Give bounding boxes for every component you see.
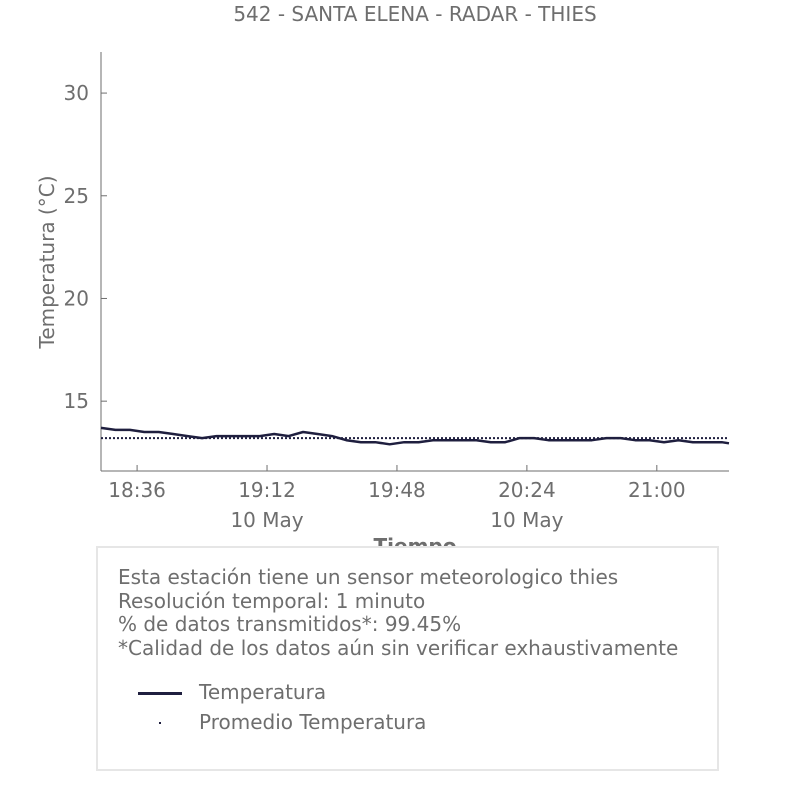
legend-label: Promedio Temperatura bbox=[199, 710, 427, 734]
info-text: Esta estación tiene un sensor meteorolog… bbox=[118, 565, 679, 660]
y-axis-label: Temperatura (°C) bbox=[35, 175, 59, 349]
info-line-resolution: Resolución temporal: 1 minuto bbox=[118, 588, 426, 613]
temperature-chart: 542 - SANTA ELENA - RADAR - THIES 15 20 25… bbox=[35, 2, 730, 558]
legend-line-swatch bbox=[138, 692, 182, 695]
x-tick-label: 19:12 bbox=[238, 478, 296, 502]
y-tick-label: 25 bbox=[64, 184, 89, 208]
y-tick-label: 15 bbox=[64, 389, 89, 413]
x-tick-label: 19:48 bbox=[368, 478, 426, 502]
y-tick-label: 20 bbox=[64, 286, 89, 310]
info-line-sensor: Esta estación tiene un sensor meteorolog… bbox=[118, 565, 619, 589]
info-line-quality: *Calidad de los datos aún sin verificar … bbox=[118, 635, 679, 660]
legend-label: Temperatura bbox=[199, 680, 327, 704]
plot-area: 15 20 25 30 18:36 19:12 10 May 19:48 20:24 10 May… bbox=[64, 52, 730, 532]
x-tick-label: 20:24 bbox=[498, 478, 556, 502]
temperature-line bbox=[100, 426, 730, 446]
x-tick-sublabel: 10 May bbox=[230, 508, 303, 532]
x-tick-label: 21:00 bbox=[628, 478, 686, 502]
info-panel: Esta estación tiene un sensor meteorolog… bbox=[96, 546, 719, 771]
info-line-transmitted: % de datos transmitidos*: 99.45% bbox=[118, 612, 462, 636]
chart-title: 542 - SANTA ELENA - RADAR - THIES bbox=[233, 2, 596, 26]
x-tick-sublabel: 10 May bbox=[490, 508, 563, 532]
x-tick-label: 18:36 bbox=[108, 478, 166, 502]
y-tick-label: 30 bbox=[64, 81, 89, 105]
legend-dot-swatch bbox=[159, 722, 161, 724]
